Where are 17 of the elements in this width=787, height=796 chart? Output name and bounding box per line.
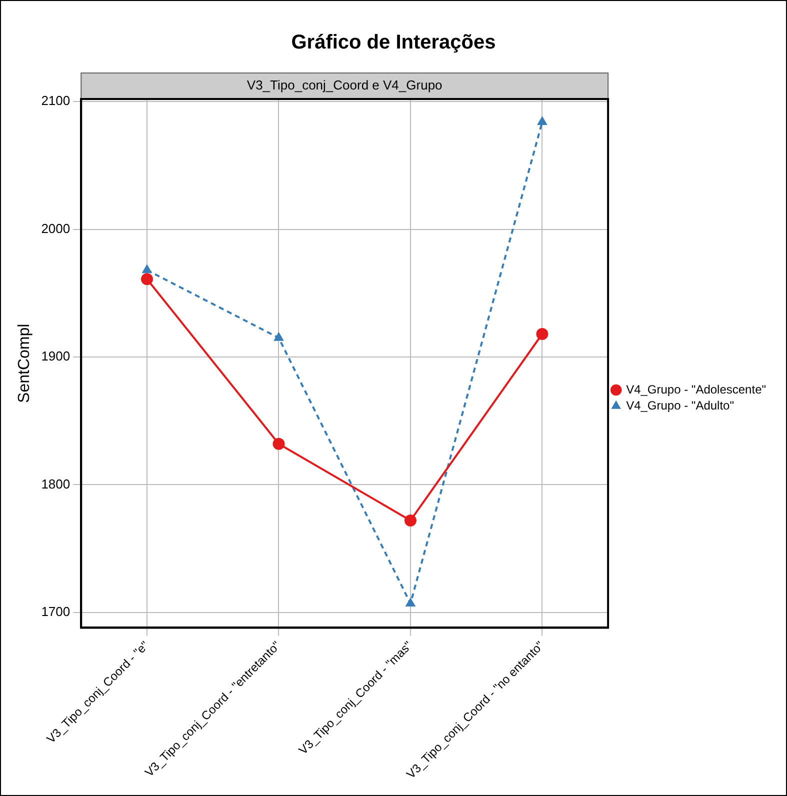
y-tick-label: 1700: [41, 604, 70, 619]
point: [274, 332, 284, 341]
chart-title: Gráfico de Interações: [291, 32, 496, 54]
point: [142, 264, 152, 274]
y-tick-label: 2100: [41, 93, 70, 108]
legend-label: V4_Grupo - "Adolescente": [626, 382, 766, 396]
point: [404, 514, 416, 526]
point: [537, 116, 548, 125]
y-tick-label: 2000: [41, 220, 70, 236]
y-tick-label: 1900: [41, 348, 70, 364]
point: [272, 438, 285, 450]
legend-label: V4_Grupo - "Adulto": [626, 398, 734, 412]
y-axis-title: SentCompl: [16, 324, 34, 403]
chart-subtitle: V3_Tipo_conj_Coord e V4_Grupo: [246, 78, 442, 93]
point: [140, 273, 153, 286]
y-tick-label: 1800: [41, 476, 70, 492]
point: [536, 328, 548, 340]
